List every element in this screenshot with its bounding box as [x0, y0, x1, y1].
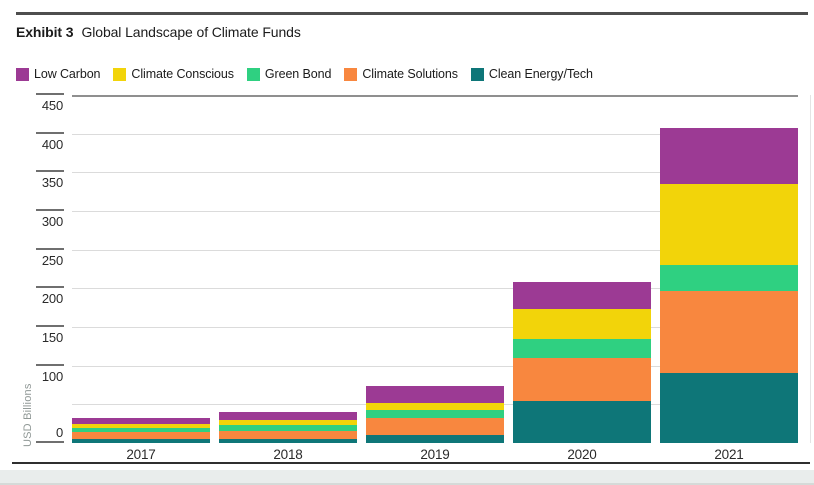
bar-segment-2020-climate-solutions	[513, 357, 651, 402]
gridline-250	[72, 249, 798, 251]
y-tick-label-300: 300	[41, 214, 63, 229]
gridline-300	[72, 211, 798, 212]
bar-segment-2017-clean-energy-tech	[72, 439, 210, 443]
plot-right-border	[810, 95, 811, 443]
bar-2017	[72, 95, 210, 443]
top-divider	[16, 12, 808, 15]
legend-item-climate-solutions: Climate Solutions	[344, 67, 458, 81]
y-tick-300	[36, 209, 64, 211]
gridline-350	[72, 172, 798, 174]
y-tick-200	[36, 286, 64, 289]
exhibit-label: Exhibit 3	[16, 24, 74, 40]
y-tick-label-350: 350	[41, 175, 63, 191]
x-axis-label-2019: 2019	[420, 447, 450, 462]
gridline-450	[72, 95, 798, 97]
legend-swatch-icon	[246, 67, 260, 81]
legend-swatch-icon	[344, 67, 358, 81]
legend-swatch-icon	[113, 67, 127, 81]
legend-item-climate-conscious: Climate Conscious	[113, 67, 234, 81]
bar-segment-2020-clean-energy-tech	[513, 401, 651, 443]
bar-segment-2019-clean-energy-tech	[366, 435, 504, 443]
y-tick-250	[36, 247, 64, 250]
bar-segment-2017-climate-conscious	[72, 424, 210, 429]
y-tick-0	[36, 441, 64, 443]
x-axis-labels: 2017 2018 2019 2020 2021	[72, 447, 798, 462]
legend-label: Clean Energy/Tech	[488, 67, 593, 81]
gridline-100	[72, 365, 798, 367]
legend-item-green-bond: Green Bond	[246, 67, 332, 81]
x-axis-label-2020: 2020	[567, 447, 597, 462]
y-tick-label-400: 400	[41, 136, 63, 152]
bar-segment-2019-climate-conscious	[366, 402, 504, 410]
y-tick-label-0: 0	[55, 425, 63, 440]
legend-item-clean-energy-tech: Clean Energy/Tech	[470, 67, 593, 81]
bar-segment-2020-climate-conscious	[513, 309, 651, 340]
bar-segment-2019-green-bond	[366, 409, 504, 419]
x-axis-label-2017: 2017	[126, 447, 156, 462]
y-tick-150	[36, 325, 64, 327]
legend-label: Climate Conscious	[131, 67, 234, 81]
bar-segment-2021-clean-energy-tech	[660, 373, 798, 443]
bar-segment-2018-climate-solutions	[219, 431, 357, 440]
y-tick-label-250: 250	[41, 252, 63, 268]
chart-legend: Low Carbon Climate Conscious Green Bond Cli…	[16, 67, 593, 81]
y-tick-label-200: 200	[41, 291, 63, 307]
bar-segment-2020-green-bond	[513, 339, 651, 358]
bar-segment-2017-climate-solutions	[72, 432, 210, 440]
bottom-divider	[12, 462, 810, 464]
gridline-400	[72, 133, 798, 135]
legend-swatch-icon	[470, 67, 484, 81]
bar-2020	[513, 95, 651, 443]
exhibit-title-text: Global Landscape of Climate Funds	[81, 24, 301, 40]
bar-segment-2018-clean-energy-tech	[219, 439, 357, 443]
bar-2019	[366, 95, 504, 443]
bar-segment-2018-green-bond	[219, 425, 357, 432]
bar-segment-2017-low-carbon	[72, 418, 210, 425]
legend-swatch-icon	[16, 67, 29, 81]
footer-band	[0, 470, 814, 485]
bar-segment-2021-green-bond	[660, 265, 798, 291]
gridline-150	[72, 327, 798, 328]
y-tick-100	[36, 363, 64, 366]
bar-segment-2018-climate-conscious	[219, 419, 357, 426]
bar-segment-2021-low-carbon	[660, 128, 798, 184]
plot-area	[72, 95, 798, 443]
gridline-200	[72, 288, 798, 290]
legend-label: Low Carbon	[34, 67, 101, 81]
exhibit-title: Exhibit 3 Global Landscape of Climate Fun…	[16, 24, 301, 40]
bars-row	[72, 95, 798, 443]
y-tick-400	[36, 131, 64, 134]
legend-item-low-carbon: Low Carbon	[16, 67, 101, 81]
legend-label: Climate Solutions	[362, 67, 458, 81]
bar-2021	[660, 95, 798, 443]
y-tick-350	[36, 170, 64, 173]
bar-segment-2017-green-bond	[72, 428, 210, 433]
bar-segment-2021-climate-solutions	[660, 290, 798, 374]
x-axis-label-2021: 2021	[714, 447, 744, 462]
bar-segment-2021-climate-conscious	[660, 183, 798, 266]
y-tick-450	[36, 93, 64, 95]
x-axis-label-2018: 2018	[273, 447, 303, 462]
bar-2018	[219, 95, 357, 443]
bar-segment-2018-low-carbon	[219, 412, 357, 420]
bar-segment-2020-low-carbon	[513, 282, 651, 310]
y-tick-label-100: 100	[41, 368, 63, 384]
legend-label: Green Bond	[264, 67, 332, 81]
y-tick-label-150: 150	[41, 330, 63, 345]
bar-segment-2019-low-carbon	[366, 385, 504, 403]
y-tick-label-450: 450	[41, 98, 63, 113]
bar-segment-2019-climate-solutions	[366, 418, 504, 436]
